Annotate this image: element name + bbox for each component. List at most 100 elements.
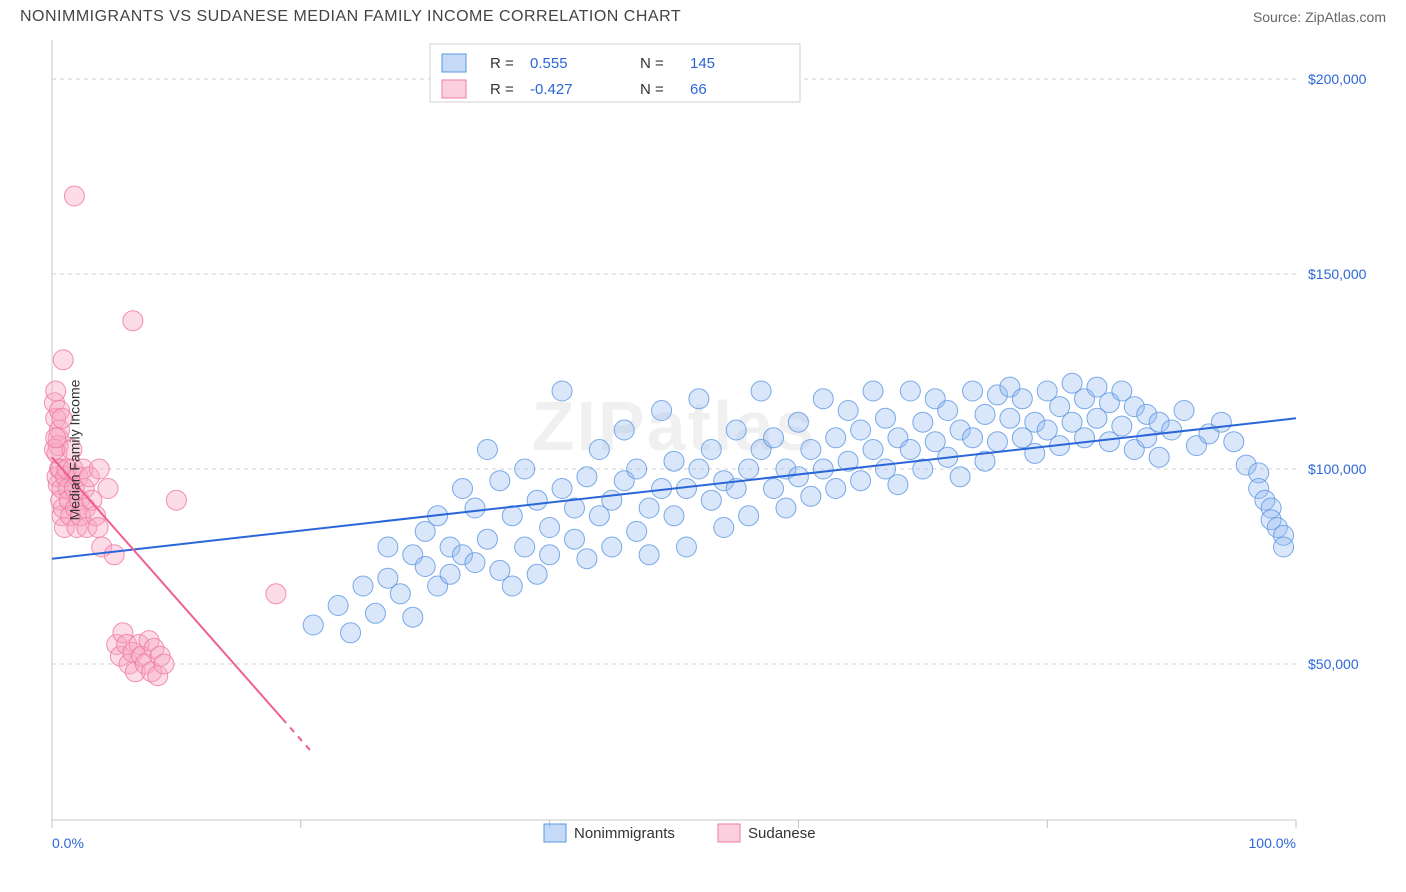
sudanese-point <box>98 479 118 499</box>
nonimmigrants-point <box>801 440 821 460</box>
x-max-label: 100.0% <box>1249 835 1296 851</box>
nonimmigrants-point <box>652 401 672 421</box>
nonimmigrants-point <box>527 490 547 510</box>
sudanese-point <box>64 186 84 206</box>
sudanese-point <box>53 350 73 370</box>
nonimmigrants-point <box>552 479 572 499</box>
nonimmigrants-point <box>826 428 846 448</box>
nonimmigrants-point <box>552 381 572 401</box>
nonimmigrants-point <box>303 615 323 635</box>
nonimmigrants-point <box>664 506 684 526</box>
bottom-legend-label: Sudanese <box>748 825 816 842</box>
nonimmigrants-point <box>540 545 560 565</box>
nonimmigrants-point <box>328 596 348 616</box>
nonimmigrants-point <box>739 506 759 526</box>
nonimmigrants-point <box>739 459 759 479</box>
nonimmigrants-point <box>963 428 983 448</box>
nonimmigrants-point <box>851 420 871 440</box>
nonimmigrants-point <box>1162 420 1182 440</box>
chart-area: Median Family Income $50,000$100,000$150… <box>0 30 1406 870</box>
legend-n-label: N = <box>640 55 664 72</box>
nonimmigrants-point <box>788 412 808 432</box>
legend-r-value: -0.427 <box>530 81 573 98</box>
nonimmigrants-point <box>751 381 771 401</box>
legend-r-label: R = <box>490 55 514 72</box>
nonimmigrants-point <box>577 467 597 487</box>
sudanese-point <box>104 545 124 565</box>
nonimmigrants-point <box>502 576 522 596</box>
nonimmigrants-point <box>726 420 746 440</box>
nonimmigrants-point <box>577 549 597 569</box>
nonimmigrants-point <box>639 545 659 565</box>
nonimmigrants-point <box>378 537 398 557</box>
stats-legend <box>430 44 800 102</box>
legend-swatch <box>442 54 466 72</box>
y-tick-label: $100,000 <box>1308 461 1367 477</box>
nonimmigrants-point <box>477 440 497 460</box>
legend-r-label: R = <box>490 81 514 98</box>
nonimmigrants-point <box>701 440 721 460</box>
sudanese-point <box>123 311 143 331</box>
nonimmigrants-point <box>540 518 560 538</box>
nonimmigrants-point <box>341 623 361 643</box>
nonimmigrants-point <box>987 432 1007 452</box>
scatter-chart-svg: $50,000$100,000$150,000$200,0000.0%100.0… <box>0 30 1406 870</box>
nonimmigrants-point <box>788 467 808 487</box>
y-tick-label: $200,000 <box>1308 71 1367 87</box>
nonimmigrants-point <box>365 603 385 623</box>
nonimmigrants-point <box>701 490 721 510</box>
bottom-legend-swatch <box>544 824 566 842</box>
nonimmigrants-point <box>440 564 460 584</box>
nonimmigrants-point <box>353 576 373 596</box>
nonimmigrants-point <box>1112 416 1132 436</box>
nonimmigrants-point <box>477 529 497 549</box>
nonimmigrants-point <box>938 401 958 421</box>
nonimmigrants-point <box>764 428 784 448</box>
bottom-legend-label: Nonimmigrants <box>574 825 675 842</box>
nonimmigrants-point <box>764 479 784 499</box>
nonimmigrants-point <box>826 479 846 499</box>
sudanese-point <box>89 459 109 479</box>
nonimmigrants-point <box>900 381 920 401</box>
sudanese-point <box>46 381 66 401</box>
nonimmigrants-point <box>851 471 871 491</box>
sudanese-trend-dashed <box>282 718 313 753</box>
nonimmigrants-point <box>838 401 858 421</box>
bottom-legend-swatch <box>718 824 740 842</box>
nonimmigrants-point <box>403 607 423 627</box>
nonimmigrants-point <box>589 440 609 460</box>
nonimmigrants-point <box>1274 537 1294 557</box>
nonimmigrants-point <box>564 529 584 549</box>
legend-swatch <box>442 80 466 98</box>
nonimmigrants-point <box>502 506 522 526</box>
nonimmigrants-point <box>453 479 473 499</box>
nonimmigrants-point <box>664 451 684 471</box>
nonimmigrants-point <box>801 486 821 506</box>
nonimmigrants-point <box>1012 389 1032 409</box>
sudanese-point <box>166 490 186 510</box>
y-tick-label: $50,000 <box>1308 656 1359 672</box>
nonimmigrants-point <box>390 584 410 604</box>
sudanese-point <box>88 518 108 538</box>
nonimmigrants-point <box>415 557 435 577</box>
nonimmigrants-point <box>863 440 883 460</box>
nonimmigrants-point <box>975 404 995 424</box>
nonimmigrants-point <box>614 420 634 440</box>
nonimmigrants-point <box>602 537 622 557</box>
nonimmigrants-point <box>875 408 895 428</box>
nonimmigrants-point <box>963 381 983 401</box>
nonimmigrants-point <box>465 498 485 518</box>
nonimmigrants-point <box>627 521 647 541</box>
nonimmigrants-point <box>1224 432 1244 452</box>
nonimmigrants-point <box>1174 401 1194 421</box>
legend-n-value: 145 <box>690 55 715 72</box>
chart-header: NONIMMIGRANTS VS SUDANESE MEDIAN FAMILY … <box>0 0 1406 30</box>
nonimmigrants-point <box>888 475 908 495</box>
nonimmigrants-point <box>863 381 883 401</box>
nonimmigrants-point <box>813 459 833 479</box>
legend-r-value: 0.555 <box>530 55 568 72</box>
nonimmigrants-point <box>1211 412 1231 432</box>
nonimmigrants-point <box>676 537 696 557</box>
nonimmigrants-point <box>913 412 933 432</box>
nonimmigrants-point <box>602 490 622 510</box>
